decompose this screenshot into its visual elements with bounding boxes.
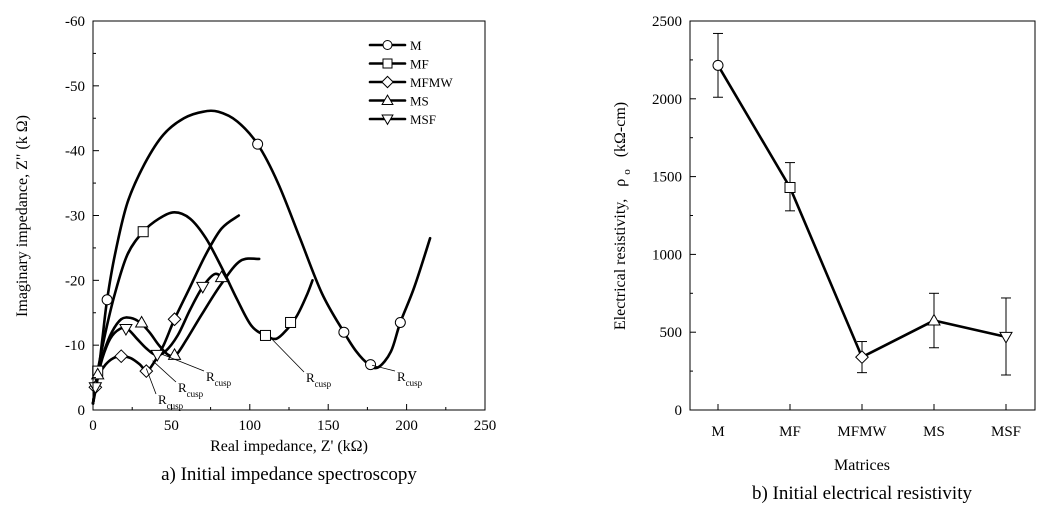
rcusp-label: Rcusp [397,369,423,388]
y-tick-label: 0 [675,403,683,419]
x-tick-label: 250 [474,418,497,434]
marker-m [365,359,377,371]
curve-m [91,109,432,405]
marker-mf [137,226,149,238]
resistivity-point-mfmw [855,350,869,365]
legend-marker-m [382,40,393,50]
curve-msf [91,272,226,405]
y-tick-label: 2000 [652,92,682,108]
marker-m [338,326,350,338]
x-tick-label-m: M [711,424,724,440]
rcusp-label: Rcusp [178,380,204,399]
rcusp-label: Rcusp [306,370,332,389]
x-tick-label: 150 [317,418,340,434]
x-tick-label-msf: MSF [991,424,1021,440]
resistivity-point-msf [999,331,1013,344]
legend-marker-mfmw [381,75,394,89]
marker-msf [119,323,133,336]
marker-m [252,138,264,150]
marker-mfmw [114,349,129,364]
impedance-y-axis-title: Imaginary impedance, Z" (k Ω) [14,115,31,317]
y-tick-label: -10 [65,338,85,354]
x-tick-label-ms: MS [923,424,945,440]
marker-msf [88,382,103,395]
legend-marker-mf [382,58,393,69]
y-tick-label: -20 [65,273,85,289]
x-tick-label: 0 [89,418,97,434]
resistivity-caption: b) Initial electrical resistivity [752,483,973,504]
rcusp-label: Rcusp [158,392,184,411]
resistivity-y-axis-title: Electrical resistivity, ρ o (kΩ-cm) [612,102,634,330]
resistivity-y-axis-subscript: o [621,169,633,175]
impedance-curves [91,109,432,405]
resistivity-point-ms [927,313,941,326]
rcusp-leader [269,337,305,373]
impedance-caption: a) Initial impedance spectroscopy [161,464,417,485]
x-tick-label: 100 [239,418,262,434]
impedance-axis-ticks: 0 50 100 150 200 250 0 -10 -20 -30 -40 -50 -60 [65,14,496,434]
legend-label-msf: MSF [410,112,436,127]
resistivity-series [712,32,1013,376]
resistivity-point-mf [784,181,796,193]
rcusp-leader [152,360,177,383]
rcusp-leader [145,368,157,395]
impedance-legend: M MF MFMW MS MSF [368,38,453,127]
marker-msf [150,349,165,362]
legend-label-ms: MS [410,94,429,109]
marker-mfmw [167,312,182,327]
y-tick-label: 1500 [652,170,682,186]
x-tick-label: 50 [164,418,179,434]
resistivity-chart: 0 500 1000 1500 2000 2500 M MF MFMW MS MSF Matrice… [612,14,1036,504]
legend-marker-ms [381,94,394,106]
y-tick-label: 2500 [652,14,682,30]
resistivity-point-m [712,59,724,71]
resistivity-axis-ticks: 0 500 1000 1500 2000 2500 M MF MFMW MS MSF [652,14,1021,440]
curve-mfmw [91,214,241,405]
legend-label-m: M [410,38,422,53]
y-tick-label: -30 [65,209,85,225]
marker-m [394,316,406,328]
resistivity-line [716,64,1007,359]
x-tick-label: 200 [395,418,418,434]
legend-label-mf: MF [410,57,429,72]
x-tick-label-mf: MF [779,424,801,440]
y-tick-label: -60 [65,14,85,30]
resistivity-y-axis-label: Electrical resistivity, [612,199,629,330]
rcusp-leader [372,364,396,372]
y-tick-label: -40 [65,144,85,160]
marker-mfmw [139,364,154,379]
y-tick-label: 1000 [652,247,682,263]
rcusp-leader [161,353,205,372]
x-tick-label-mfmw: MFMW [837,424,887,440]
legend-marker-msf [381,114,394,126]
marker-ms [214,270,229,283]
marker-msf [195,281,210,294]
y-tick-label: 0 [78,403,86,419]
legend-label-mfmw: MFMW [410,75,453,90]
y-tick-label: 500 [660,325,683,341]
marker-mf [285,316,297,328]
marker-mf [259,329,271,341]
resistivity-x-axis-title: Matrices [834,457,890,474]
curve-mf [91,211,314,405]
y-tick-label: -50 [65,79,85,95]
rcusp-label: Rcusp [206,369,232,388]
resistivity-y-axis-unit: (kΩ-cm) [612,102,629,157]
marker-ms [134,315,149,328]
marker-m [101,294,113,306]
marker-ms [90,367,105,380]
impedance-x-axis-title: Real impedance, Z' (kΩ) [210,438,368,455]
resistivity-y-axis-symbol: ρ [612,179,629,187]
